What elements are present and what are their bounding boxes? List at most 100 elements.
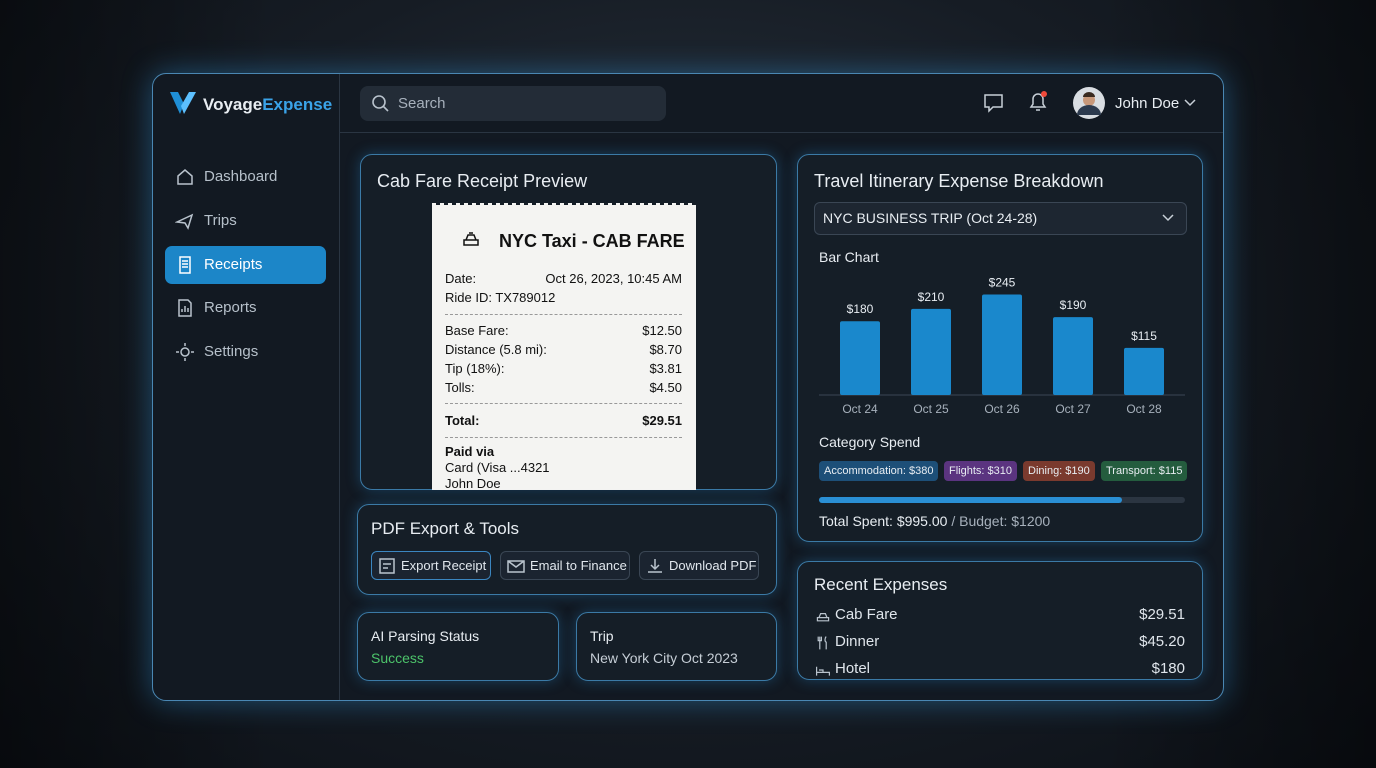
receipt-value: $12.50 — [642, 323, 682, 338]
status-value: New York City Oct 2023 — [590, 650, 738, 666]
status-value: Success — [371, 650, 424, 666]
bell-icon[interactable] — [1027, 90, 1049, 114]
value-label: $115 — [1131, 329, 1157, 343]
brand-part: Expense — [262, 95, 333, 114]
receipt-separator — [445, 437, 682, 438]
expense-label: Hotel — [835, 660, 871, 677]
expense-icon — [816, 666, 831, 676]
receipt-label: Ride ID: TX789012 — [445, 290, 556, 305]
button-icon[interactable] — [645, 556, 665, 576]
receipt-zigzag — [432, 203, 696, 207]
budget-text: Total Spent: $995.00 / Budget: $1200 — [819, 513, 1050, 529]
trip-select[interactable] — [814, 202, 1187, 235]
receipt-label: Date: — [445, 271, 477, 286]
bar-chart: $180 Oct 24 $210 Oct 25 $245 Oct 26 $190 Oct 27… — [819, 276, 1185, 416]
category-chip: Transport: $115 — [1101, 461, 1188, 481]
nav-item[interactable]: Dashboard — [204, 168, 278, 185]
chart-title: Bar Chart — [819, 249, 879, 265]
nav-item[interactable]: Reports — [204, 299, 257, 316]
trip-select-value: NYC BUSINESS TRIP (Oct 24-28) — [823, 210, 1038, 226]
header-divider — [340, 132, 1223, 133]
value-label: $180 — [847, 302, 874, 316]
tool-button[interactable] — [500, 551, 630, 580]
nav-icon[interactable] — [175, 298, 195, 318]
receipt-label: Base Fare: — [445, 323, 509, 338]
expense-amount: $29.51 — [1139, 606, 1185, 623]
status-card — [576, 612, 777, 681]
receipt-label: John Doe — [445, 476, 501, 491]
button-icon[interactable] — [506, 556, 526, 576]
brand: VoyageExpense — [203, 95, 332, 115]
tool-button-label[interactable]: Download PDF — [669, 558, 757, 573]
nav-icon[interactable] — [175, 167, 195, 187]
x-tick-label: Oct 28 — [1126, 402, 1162, 416]
nav-active-bg[interactable] — [165, 246, 326, 284]
receipt-label: Tolls: — [445, 380, 475, 395]
avatar[interactable] — [1072, 86, 1106, 120]
bar — [840, 321, 880, 395]
nav-item[interactable]: Settings — [204, 343, 259, 360]
budget-limit-text: / Budget: $1200 — [951, 513, 1051, 529]
receipt-label: Total: — [445, 413, 480, 428]
nav-icon[interactable] — [175, 342, 195, 362]
x-tick-label: Oct 26 — [984, 402, 1020, 416]
expense-label: Dinner — [835, 633, 880, 650]
select-chevron — [1162, 214, 1174, 222]
recent-card — [797, 561, 1203, 680]
expense-icon — [817, 636, 827, 650]
nav-item[interactable]: Trips — [204, 212, 237, 229]
search-placeholder: Search — [398, 95, 446, 112]
category-chip: Accommodation: $380 — [819, 461, 939, 481]
receipt-heading: NYC Taxi - CAB FARE — [499, 231, 685, 251]
receipt-paper — [432, 205, 696, 490]
card-title: Recent Expenses — [814, 575, 948, 594]
x-tick-label: Oct 27 — [1055, 402, 1091, 416]
value-label: $245 — [989, 276, 1016, 290]
taxi-icon — [463, 232, 479, 246]
category-chip: Dining: $190 — [1023, 461, 1095, 481]
receipt-label: Tip (18%): — [445, 361, 505, 376]
search-icon — [372, 95, 389, 112]
card-title: Travel Itinerary Expense Breakdown — [814, 171, 1104, 191]
value-label: $210 — [918, 290, 945, 304]
nav-icon[interactable] — [175, 211, 195, 231]
receipt-separator — [445, 314, 682, 315]
nav-item[interactable]: Receipts — [204, 256, 263, 273]
status-card — [357, 612, 559, 681]
x-tick-label: Oct 25 — [913, 402, 949, 416]
receipt-label: Card (Visa ...4321 — [445, 460, 550, 475]
chat-icon[interactable] — [983, 93, 1005, 113]
button-icon[interactable] — [377, 556, 397, 576]
receipt-separator — [445, 403, 682, 404]
expense-amount: $45.20 — [1139, 633, 1185, 650]
spent-text: Total Spent: $995.00 — [819, 513, 948, 529]
receipt-label: Paid via — [445, 444, 495, 459]
receipt-value: Oct 26, 2023, 10:45 AM — [545, 271, 682, 286]
status-label: Trip — [590, 628, 614, 644]
receipt-value: $29.51 — [642, 413, 682, 428]
bar — [1124, 347, 1164, 395]
tool-button-label[interactable]: Email to Finance — [530, 558, 627, 573]
user-menu-chevron[interactable] — [1184, 98, 1196, 108]
pdf-tools-card — [357, 504, 777, 595]
section-title: Category Spend — [819, 434, 921, 450]
expense-label: Cab Fare — [835, 606, 898, 623]
x-tick-label: Oct 24 — [842, 402, 878, 416]
expense-amount: $180 — [1151, 660, 1185, 677]
bar — [982, 294, 1022, 395]
receipt-label: Distance (5.8 mi): — [445, 342, 547, 357]
search-box[interactable] — [360, 86, 666, 121]
receipt-value: $3.81 — [649, 361, 682, 376]
nav-icon[interactable] — [175, 255, 195, 275]
receipt-value: $4.50 — [649, 380, 682, 395]
budget-fill — [819, 497, 1123, 503]
tool-button[interactable] — [371, 551, 491, 580]
card-title: Cab Fare Receipt Preview — [377, 171, 588, 191]
tool-button-label[interactable]: Export Receipt — [401, 558, 487, 573]
logo-icon — [170, 92, 196, 114]
user-name[interactable]: John Doe — [1115, 95, 1180, 112]
receipt-value: $8.70 — [649, 342, 682, 357]
value-label: $190 — [1060, 298, 1087, 312]
brand-part: Voyage — [203, 95, 263, 114]
